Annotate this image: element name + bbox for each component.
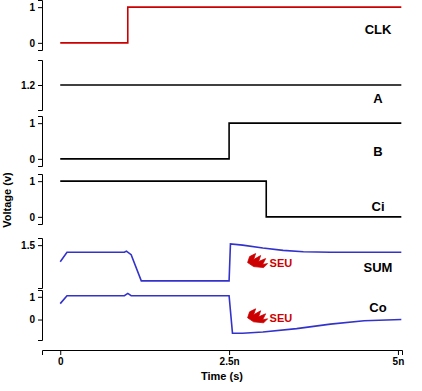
- tick-label: 0: [29, 314, 35, 325]
- tick-label: 2.5n: [220, 356, 240, 367]
- plot-area: [60, 85, 401, 86]
- tick: 2.5n: [220, 350, 240, 367]
- tick-mark: [38, 297, 42, 298]
- axis-line: [38, 291, 43, 341]
- tick: 0: [29, 314, 42, 325]
- annotation-icon: [248, 254, 268, 268]
- y-axis: 01: [29, 117, 42, 167]
- tick: 1: [29, 176, 42, 187]
- tick-label: 1: [29, 292, 35, 303]
- plot-area: [60, 7, 401, 43]
- axis-line: [38, 1, 43, 51]
- tick: 0: [29, 212, 42, 223]
- tick-label: 1: [29, 176, 35, 187]
- y-axis: 1.5: [21, 239, 42, 289]
- tick-label: 0: [58, 356, 64, 367]
- tick-mark: [229, 350, 230, 355]
- panel: 01CoSEU: [29, 291, 401, 341]
- waveform: [60, 293, 401, 333]
- waveform: [60, 7, 401, 43]
- axis-line: [38, 61, 43, 111]
- tick-mark: [38, 181, 42, 182]
- axis-line: [38, 117, 43, 167]
- tick-label: 0: [29, 154, 35, 165]
- tick: 0: [29, 154, 42, 165]
- y-axis-title: Voltage (v): [1, 172, 13, 228]
- x-axis-title: Time (s): [201, 370, 243, 382]
- tick-mark: [398, 350, 399, 355]
- waveform: [60, 84, 401, 86]
- panel: 01Ci: [29, 175, 401, 225]
- y-axis: 01: [29, 291, 42, 341]
- tick-mark: [38, 320, 42, 321]
- tick-label: 0: [29, 38, 35, 49]
- tick-label: 1.5: [21, 240, 35, 251]
- panel: 1.5 SUM SEU: [21, 239, 401, 289]
- tick-mark: [38, 85, 42, 86]
- plot-area: [60, 244, 401, 281]
- series-label: Co: [369, 300, 386, 315]
- series-label: CLK: [365, 22, 392, 37]
- panel: 01B: [29, 117, 401, 167]
- tick-label: 0: [29, 212, 35, 223]
- tick: 1: [29, 2, 42, 13]
- tick: 1: [29, 118, 42, 129]
- tick: 0: [29, 38, 42, 49]
- tick: 0: [58, 350, 64, 367]
- plot-area: [60, 181, 401, 217]
- y-axis: 01: [29, 1, 42, 51]
- tick-label: 1: [29, 2, 35, 13]
- series-label: A: [373, 91, 383, 106]
- y-axis: 01: [29, 175, 42, 225]
- waveform: [60, 244, 401, 281]
- tick-mark: [38, 7, 42, 8]
- tick: 1: [29, 292, 42, 303]
- panel: 01CLK: [29, 1, 401, 51]
- series-label: Ci: [372, 199, 385, 214]
- tick-mark: [38, 159, 42, 160]
- axis-line: [43, 351, 403, 356]
- annotation: SEU: [270, 312, 293, 324]
- x-axis: 0 2.5n 5n: [43, 350, 405, 367]
- tick-mark: [38, 123, 42, 124]
- waveform: [60, 181, 401, 217]
- tick-mark: [38, 43, 42, 44]
- series-label: B: [373, 144, 382, 159]
- axis-line: [38, 175, 43, 225]
- tick: 5n: [393, 350, 405, 367]
- waveform: [60, 123, 401, 159]
- plot-area: [60, 123, 401, 159]
- tick-mark: [38, 217, 42, 218]
- plot-area: [60, 293, 401, 333]
- tick-label: 1.2: [21, 80, 35, 91]
- annotation: SEU: [270, 257, 293, 269]
- annotation-icon: [248, 309, 268, 323]
- tick-mark: [60, 350, 61, 355]
- tick: 1.2: [21, 80, 42, 91]
- tick-mark: [38, 245, 42, 246]
- tick-label: 1: [29, 118, 35, 129]
- series-label: SUM: [364, 260, 393, 275]
- y-axis: 1.2: [21, 61, 42, 111]
- axis-line: [38, 239, 43, 289]
- panel: 1.2 A: [21, 61, 401, 111]
- tick: 1.5: [21, 240, 42, 251]
- chart: 01CLK1.2A01B01Ci1.5SUMSEU01CoSEU02.5n5nT…: [0, 0, 422, 391]
- tick-label: 5n: [393, 356, 405, 367]
